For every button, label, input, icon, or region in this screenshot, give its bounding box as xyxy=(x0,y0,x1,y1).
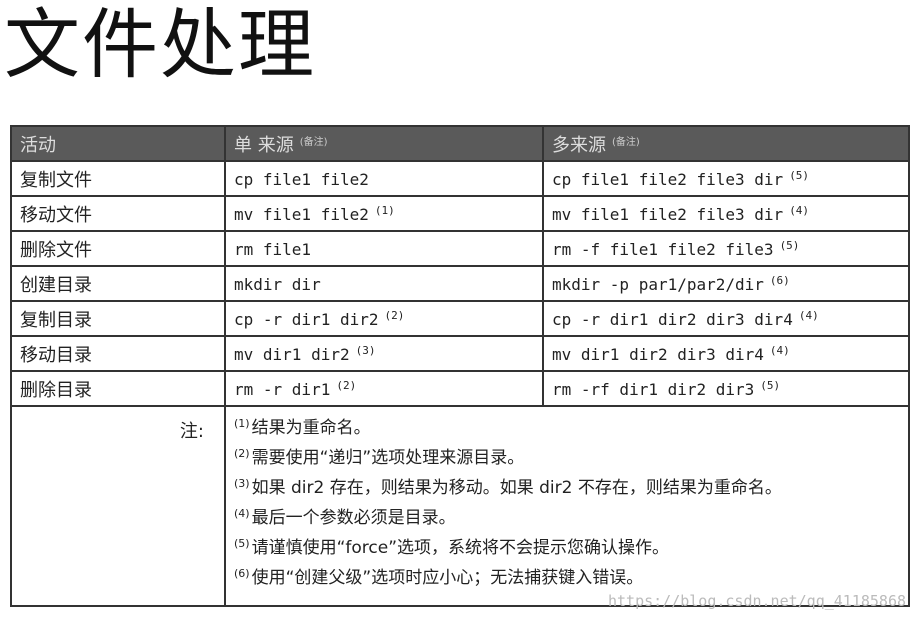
header-multi-note: (备注) xyxy=(612,136,640,148)
note-item: (4) 最后一个参数必须是目录。 xyxy=(234,501,900,531)
single-command: cp -r dir1 dir2 xyxy=(234,309,379,329)
note-item: (6) 使用“创建父级”选项时应小心；无法捕获键入错误。 xyxy=(234,561,900,591)
table-row: 删除目录 rm -r dir1 (2) rm -rf dir1 dir2 dir3… xyxy=(10,370,910,407)
table-row: 移动目录 mv dir1 dir2 (3) mv dir1 dir2 dir3 d… xyxy=(10,335,910,372)
single-source-cell: rm -r dir1 (2) xyxy=(224,370,544,407)
file-handling-table: 活动 单 来源 (备注) 多来源 (备注) 复制文件 cp file1 file2 … xyxy=(10,125,910,607)
notes-row: 注: (1) 结果为重命名。 (2) 需要使用“递归”选项处理来源目录。 (3) 如果 di… xyxy=(10,405,910,607)
multi-source-cell: rm -f file1 file2 file3 (5) xyxy=(542,230,910,267)
note-number: (4) xyxy=(234,507,250,520)
header-single-source: 单 来源 (备注) xyxy=(224,125,544,162)
note-item: (2) 需要使用“递归”选项处理来源目录。 xyxy=(234,441,900,471)
multi-note-ref: (4) xyxy=(798,308,819,322)
multi-command: mv dir1 dir2 dir3 dir4 xyxy=(552,344,764,364)
multi-note-ref: (5) xyxy=(789,168,810,182)
note-number: (3) xyxy=(234,477,250,490)
single-command: rm file1 xyxy=(234,239,312,259)
note-text: 如果 dir2 存在，则结果为移动。如果 dir2 不存在，则结果为重命名。 xyxy=(251,478,782,498)
page-title: 文件处理 xyxy=(4,0,316,89)
multi-command: cp -r dir1 dir2 dir3 dir4 xyxy=(552,309,793,329)
notes-label: 注: xyxy=(10,405,226,607)
note-item: (3) 如果 dir2 存在，则结果为移动。如果 dir2 不存在，则结果为重命名… xyxy=(234,471,900,501)
multi-note-ref: (5) xyxy=(779,238,800,252)
single-note-ref: (2) xyxy=(336,378,357,392)
multi-note-ref: (6) xyxy=(769,273,790,287)
single-source-cell: cp file1 file2 xyxy=(224,160,544,197)
multi-command: mv file1 file2 file3 dir xyxy=(552,204,784,224)
single-source-cell: rm file1 xyxy=(224,230,544,267)
single-source-cell: cp -r dir1 dir2 (2) xyxy=(224,300,544,337)
multi-source-cell: mv file1 file2 file3 dir (4) xyxy=(542,195,910,232)
note-text: 请谨慎使用“force”选项，系统将不会提示您确认操作。 xyxy=(251,538,670,558)
header-multi-source: 多来源 (备注) xyxy=(542,125,910,162)
header-single-note: (备注) xyxy=(299,136,328,148)
single-command: mkdir dir xyxy=(234,274,321,294)
header-activity: 活动 xyxy=(10,125,226,162)
single-command: cp file1 file2 xyxy=(234,169,369,189)
table-row: 删除文件 rm file1 rm -f file1 file2 file3 (5) xyxy=(10,230,910,267)
table-row: 移动文件 mv file1 file2 (1) mv file1 file2 fi… xyxy=(10,195,910,232)
multi-source-cell: cp -r dir1 dir2 dir3 dir4 (4) xyxy=(542,300,910,337)
multi-source-cell: mv dir1 dir2 dir3 dir4 (4) xyxy=(542,335,910,372)
activity-cell: 移动文件 xyxy=(10,195,226,232)
multi-command: cp file1 file2 file3 dir xyxy=(552,169,784,189)
multi-source-cell: rm -rf dir1 dir2 dir3 (5) xyxy=(542,370,910,407)
single-command: rm -r dir1 xyxy=(234,379,331,399)
multi-note-ref: (4) xyxy=(789,203,810,217)
single-note-ref: (2) xyxy=(384,308,405,322)
activity-cell: 删除目录 xyxy=(10,370,226,407)
activity-cell: 创建目录 xyxy=(10,265,226,302)
table-row: 创建目录 mkdir dir mkdir -p par1/par2/dir (6) xyxy=(10,265,910,302)
activity-cell: 复制文件 xyxy=(10,160,226,197)
note-number: (6) xyxy=(234,567,250,580)
single-command: mv file1 file2 xyxy=(234,204,369,224)
single-source-cell: mv dir1 dir2 (3) xyxy=(224,335,544,372)
single-command: mv dir1 dir2 xyxy=(234,344,350,364)
notes-list: (1) 结果为重命名。 (2) 需要使用“递归”选项处理来源目录。 (3) 如果 dir2… xyxy=(224,405,910,607)
multi-command: rm -rf dir1 dir2 dir3 xyxy=(552,379,755,399)
header-single-label: 单 来源 xyxy=(234,134,294,156)
activity-cell: 删除文件 xyxy=(10,230,226,267)
note-text: 结果为重命名。 xyxy=(251,418,371,438)
header-multi-label: 多来源 xyxy=(552,134,606,156)
single-note-ref: (3) xyxy=(355,343,376,357)
multi-source-cell: cp file1 file2 file3 dir (5) xyxy=(542,160,910,197)
note-number: (2) xyxy=(234,447,250,460)
table-header: 活动 单 来源 (备注) 多来源 (备注) xyxy=(10,125,910,162)
table-row: 复制目录 cp -r dir1 dir2 (2) cp -r dir1 dir2 … xyxy=(10,300,910,337)
note-number: (5) xyxy=(234,537,250,550)
note-number: (1) xyxy=(234,417,250,430)
note-text: 最后一个参数必须是目录。 xyxy=(251,508,456,528)
multi-command: rm -f file1 file2 file3 xyxy=(552,239,774,259)
activity-cell: 复制目录 xyxy=(10,300,226,337)
single-source-cell: mv file1 file2 (1) xyxy=(224,195,544,232)
table-row: 复制文件 cp file1 file2 cp file1 file2 file3… xyxy=(10,160,910,197)
multi-note-ref: (4) xyxy=(769,343,790,357)
multi-note-ref: (5) xyxy=(760,378,781,392)
note-text: 使用“创建父级”选项时应小心；无法捕获键入错误。 xyxy=(251,568,644,588)
note-text: 需要使用“递归”选项处理来源目录。 xyxy=(251,448,525,468)
multi-source-cell: mkdir -p par1/par2/dir (6) xyxy=(542,265,910,302)
note-item: (1) 结果为重命名。 xyxy=(234,411,900,441)
multi-command: mkdir -p par1/par2/dir xyxy=(552,274,764,294)
note-item: (5) 请谨慎使用“force”选项，系统将不会提示您确认操作。 xyxy=(234,531,900,561)
single-note-ref: (1) xyxy=(374,203,395,217)
activity-cell: 移动目录 xyxy=(10,335,226,372)
single-source-cell: mkdir dir xyxy=(224,265,544,302)
watermark: https://blog.csdn.net/qq_41185868 xyxy=(607,592,906,610)
